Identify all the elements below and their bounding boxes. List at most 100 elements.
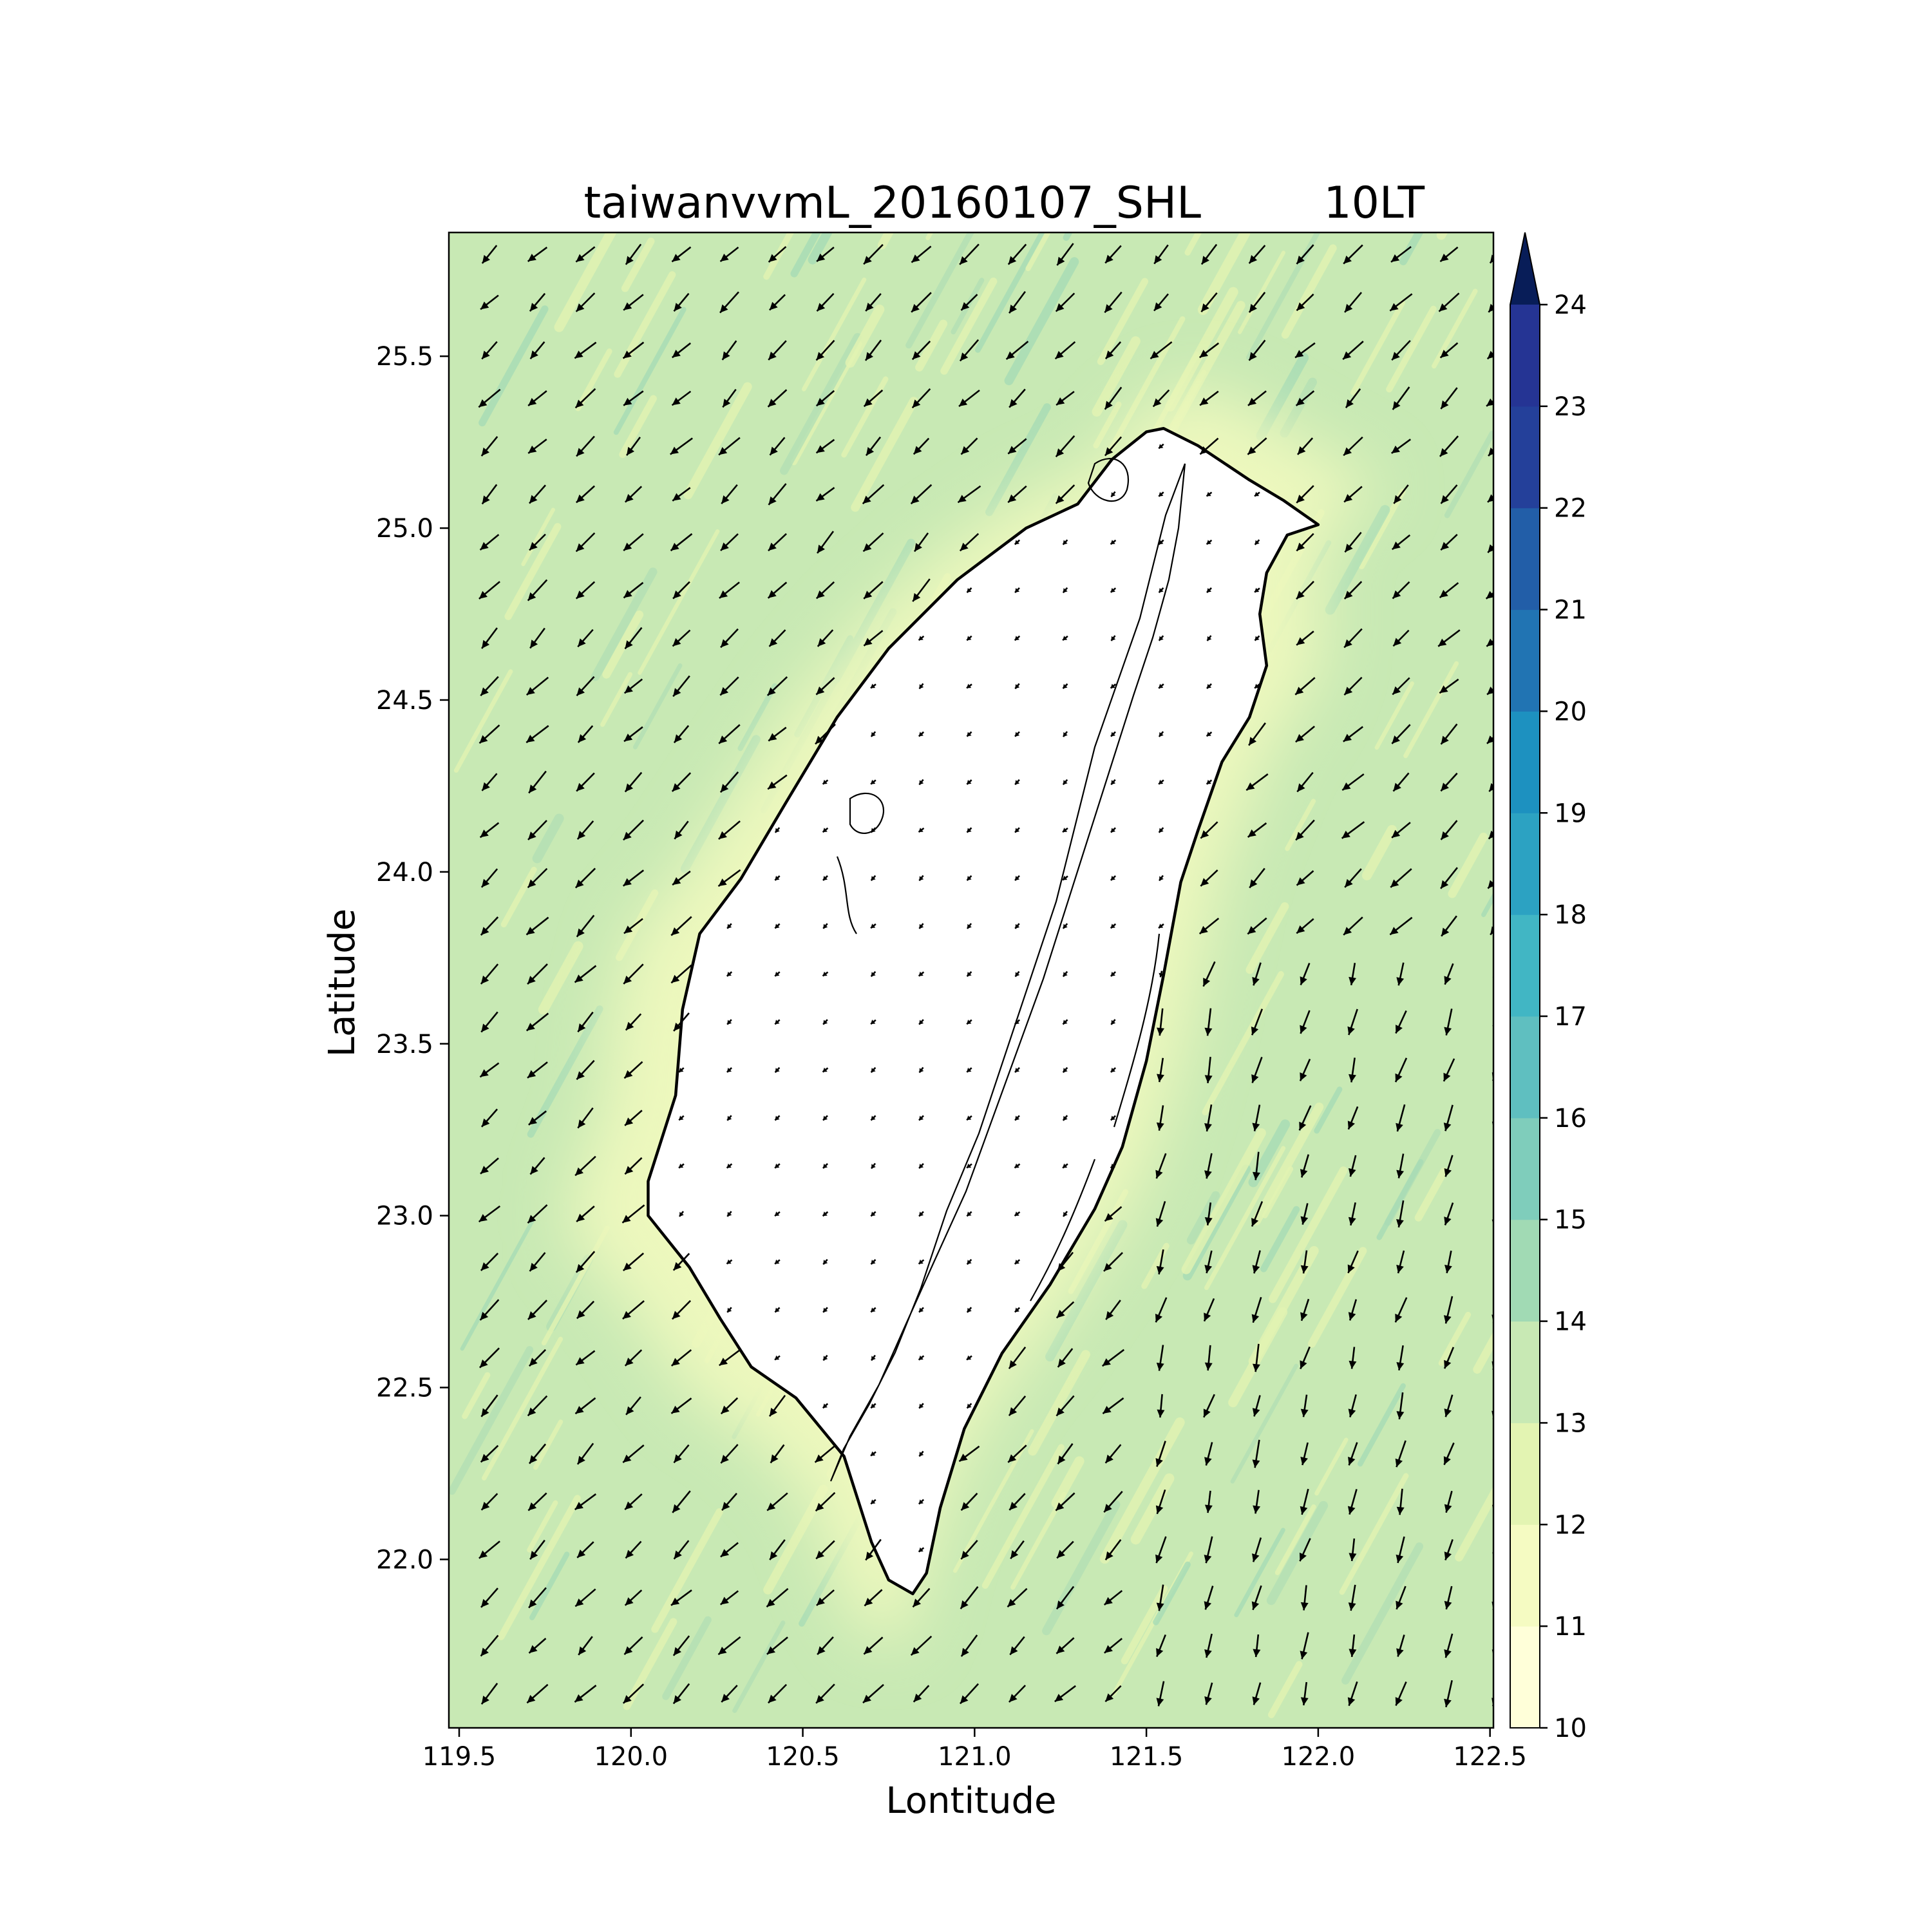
wind-streak xyxy=(1260,1206,1300,1273)
wind-arrow xyxy=(480,963,499,985)
wind-arrow xyxy=(918,1019,924,1025)
wind-streak xyxy=(1314,1086,1343,1134)
wind-arrow xyxy=(623,582,644,599)
wind-streak xyxy=(1314,1437,1349,1496)
wind-streak xyxy=(662,1616,712,1700)
wind-arrow xyxy=(625,1013,642,1031)
wind-arrow xyxy=(574,867,596,889)
wind-arrow xyxy=(1296,244,1314,265)
wind-streak xyxy=(1281,244,1337,339)
wind-arrow xyxy=(1349,963,1357,985)
wind-arrow xyxy=(911,245,932,263)
wind-arrow xyxy=(1349,1634,1357,1657)
wind-arrow xyxy=(912,578,931,602)
wind-arrow xyxy=(1203,1298,1215,1322)
wind-arrow xyxy=(1206,635,1212,641)
wind-arrow xyxy=(1103,1589,1123,1606)
wind-arrow xyxy=(768,629,786,647)
wind-streak xyxy=(1274,1504,1316,1575)
wind-arrow xyxy=(1300,1154,1310,1178)
wind-streak xyxy=(1262,1166,1294,1218)
wind-arrow xyxy=(478,1205,501,1223)
wind-arrow xyxy=(529,627,545,649)
wind-arrow xyxy=(622,1300,645,1320)
wind-arrow xyxy=(1248,722,1266,746)
wind-arrow xyxy=(670,1589,692,1606)
wind-arrow xyxy=(1251,1057,1263,1083)
wind-streak xyxy=(1153,1561,1191,1625)
wind-arrow xyxy=(822,875,828,881)
wind-arrow xyxy=(479,1062,500,1078)
wind-arrow xyxy=(1440,723,1458,745)
wind-arrow xyxy=(1294,342,1316,359)
wind-arrow xyxy=(719,1590,739,1605)
wind-arrow xyxy=(1396,1345,1405,1371)
wind-arrow xyxy=(910,484,933,505)
wind-arrow xyxy=(1441,915,1457,937)
colorbar-extend-arrow xyxy=(1510,232,1540,305)
wind-arrow xyxy=(822,1163,828,1169)
wind-arrow xyxy=(1390,439,1412,454)
wind-arrow xyxy=(870,1499,876,1505)
wind-arrow xyxy=(1152,389,1170,408)
wind-arrow xyxy=(1110,587,1117,593)
colorbar-tick-label: 12 xyxy=(1554,1510,1587,1540)
wind-arrow xyxy=(726,1115,732,1121)
wind-arrow xyxy=(1062,1211,1068,1217)
wind-arrow xyxy=(1104,436,1122,457)
colorbar-tick-label: 15 xyxy=(1554,1206,1587,1235)
wind-arrow xyxy=(862,1683,884,1704)
wind-streak xyxy=(1202,971,1284,1115)
wind-arrow xyxy=(672,581,690,600)
wind-arrow xyxy=(1155,1201,1166,1227)
wind-arrow xyxy=(1392,386,1410,410)
wind-arrow xyxy=(1300,1010,1311,1034)
wind-arrow xyxy=(1014,683,1020,690)
wind-arrow xyxy=(959,1683,980,1705)
wind-arrow xyxy=(1062,923,1068,929)
wind-arrow xyxy=(822,923,828,929)
wind-arrow xyxy=(918,827,925,833)
wind-arrow xyxy=(1444,1633,1454,1658)
wind-arrow xyxy=(1158,635,1164,641)
wind-arrow xyxy=(1252,1439,1260,1468)
wind-arrow xyxy=(768,294,786,311)
wind-arrow xyxy=(576,914,595,938)
colorbar-segment xyxy=(1510,813,1540,915)
wind-arrow xyxy=(717,869,741,887)
colorbar-tick-label: 22 xyxy=(1554,494,1587,524)
wind-streak xyxy=(851,397,918,512)
wind-arrow xyxy=(766,1587,789,1608)
wind-arrow xyxy=(1007,1587,1028,1608)
wind-arrow xyxy=(1056,243,1074,266)
wind-arrow xyxy=(1300,963,1311,985)
wind-arrow xyxy=(576,676,595,697)
wind-arrow xyxy=(774,1019,781,1025)
wind-arrow xyxy=(726,1211,732,1217)
wind-arrow xyxy=(1014,971,1020,978)
wind-arrow xyxy=(670,533,693,552)
wind-arrow xyxy=(870,1066,876,1074)
colorbar-segment xyxy=(1510,1219,1540,1322)
wind-streak xyxy=(1238,251,1286,334)
wind-arrow xyxy=(1247,390,1267,406)
map-plot-area xyxy=(449,232,1493,1728)
wind-streak xyxy=(737,683,778,752)
wind-arrow xyxy=(774,1211,781,1217)
wind-arrow xyxy=(1203,1394,1215,1418)
wind-streak xyxy=(1339,1473,1409,1595)
wind-arrow xyxy=(1300,1442,1309,1466)
wind-arrow xyxy=(918,1259,925,1265)
wind-arrow xyxy=(774,1066,781,1074)
wind-arrow xyxy=(1396,1200,1405,1228)
wind-arrow xyxy=(1485,591,1493,600)
wind-arrow xyxy=(1487,494,1493,503)
wind-arrow xyxy=(1390,246,1412,263)
colorbar-segment xyxy=(1510,305,1540,407)
wind-arrow xyxy=(624,486,643,503)
wind-arrow xyxy=(769,1539,786,1560)
wind-arrow xyxy=(960,294,978,311)
wind-arrow xyxy=(527,820,547,840)
wind-arrow xyxy=(959,243,980,265)
wind-arrow xyxy=(1014,539,1021,545)
